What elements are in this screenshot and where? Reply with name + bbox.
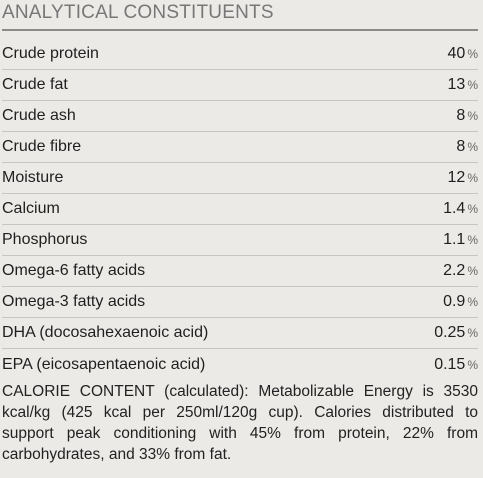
calorie-content-text: CALORIE CONTENT (calculated): Metaboliza…	[2, 383, 478, 463]
constituents-list: Crude protein 40% Crude fat 13% Crude as…	[2, 39, 478, 380]
constituent-value: 0.15%	[434, 355, 478, 373]
constituent-row: Phosphorus 1.1%	[2, 225, 478, 256]
constituent-name: Calcium	[2, 200, 60, 217]
constituent-row: Crude protein 40%	[2, 39, 478, 70]
constituent-value: 1.4%	[443, 200, 478, 217]
constituent-row: Omega-3 fatty acids 0.9%	[2, 287, 478, 318]
constituent-row: Crude ash 8%	[2, 101, 478, 132]
constituent-name: Phosphorus	[2, 231, 88, 248]
constituent-name: DHA (docosahexaenoic acid)	[2, 324, 209, 341]
constituent-row: Moisture 12%	[2, 163, 478, 194]
constituent-name: Crude fat	[2, 76, 68, 93]
constituent-name: Moisture	[2, 169, 64, 186]
constituent-row: Crude fibre 8%	[2, 132, 478, 163]
constituent-name: EPA (eicosapentaenoic acid)	[2, 355, 206, 373]
constituent-name: Omega-3 fatty acids	[2, 293, 146, 310]
constituent-value: 13%	[447, 76, 478, 93]
constituent-name: Crude ash	[2, 107, 76, 124]
constituent-name: Crude fibre	[2, 138, 82, 155]
constituent-row: Omega-6 fatty acids 2.2%	[2, 256, 478, 287]
section-title: ANALYTICAL CONSTITUENTS	[2, 0, 478, 31]
constituent-value: 1.1%	[443, 231, 478, 248]
constituent-row: Calcium 1.4%	[2, 194, 478, 225]
constituent-value: 12%	[447, 169, 478, 186]
constituent-value: 40%	[447, 45, 478, 62]
constituent-row: Crude fat 13%	[2, 70, 478, 101]
constituent-value: 8%	[456, 107, 478, 124]
constituent-row: EPA (eicosapentaenoic acid) 0.15%	[2, 349, 478, 380]
constituent-row: DHA (docosahexaenoic acid) 0.25%	[2, 318, 478, 349]
constituent-name: Omega-6 fatty acids	[2, 262, 146, 279]
constituent-name: Crude protein	[2, 45, 99, 62]
constituent-value: 8%	[456, 138, 478, 155]
constituent-value: 2.2%	[443, 262, 478, 279]
constituent-value: 0.9%	[443, 293, 478, 310]
constituent-value: 0.25%	[434, 324, 478, 341]
